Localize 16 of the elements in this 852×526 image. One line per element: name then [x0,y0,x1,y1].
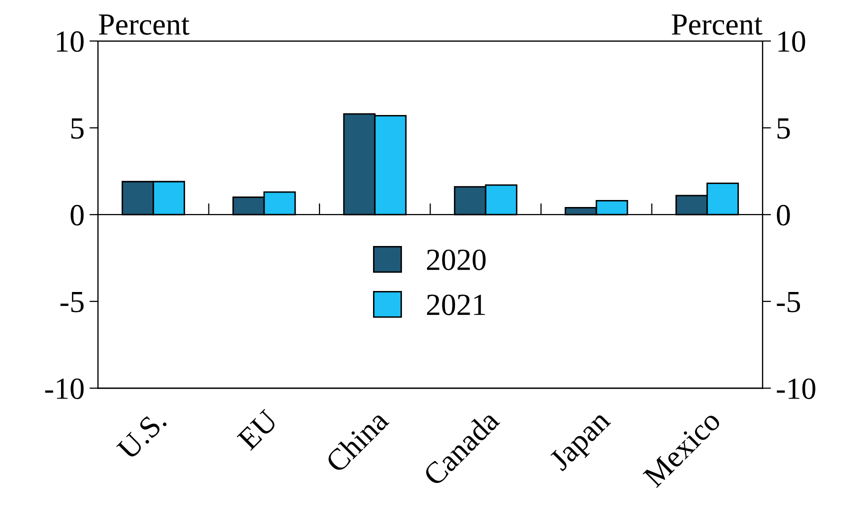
y-tick-label: 10 [56,31,84,52]
y-tick-label: 0 [70,204,84,226]
y2-tick-label: 0 [776,204,790,226]
x-tick-label: U.S. [116,410,168,461]
x-tick-label: EU [236,408,279,452]
y2-tick-label: -5 [776,292,800,312]
y-tick-label: -5 [60,292,84,312]
y2-tick-label: 10 [778,31,806,52]
legend-label: 2021 [427,294,485,316]
legend-label: 2020 [427,250,486,270]
y-tick-label: 5 [71,118,84,139]
y2-tick-label: -10 [776,378,816,400]
y-tick-label: -10 [45,378,84,400]
y-axis-title: Percent [98,14,190,35]
y2-axis-title: Percent [672,14,762,35]
y2-tick-label: 5 [778,118,790,139]
